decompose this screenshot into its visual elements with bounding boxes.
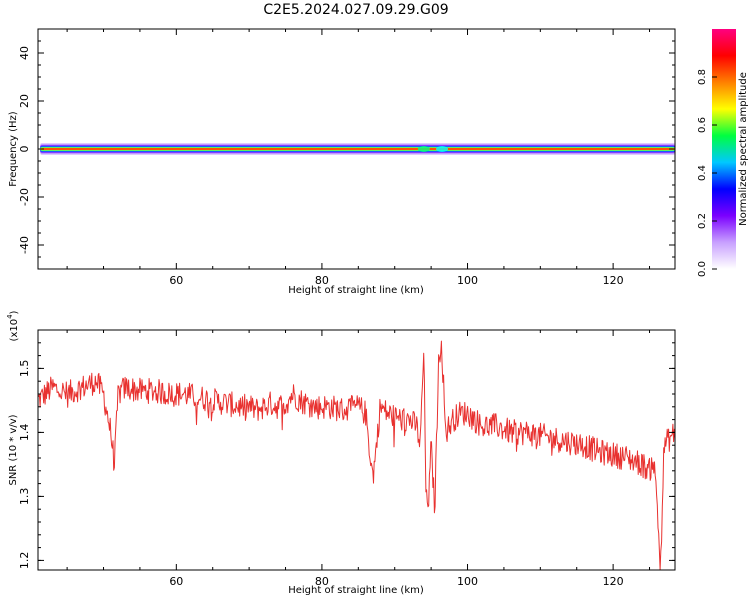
- snr-plot-area: [38, 330, 675, 570]
- band-disturbance: [417, 146, 430, 152]
- snr-panel: 60 80 100 120 1.2 1.3 1.4 1.5 Height of straig…: [6, 310, 676, 596]
- y-tick-label: 1.3: [18, 488, 31, 506]
- spectrogram-panel: 60 80 100 120 40 20 0 -20 -40 Height of straigh…: [8, 28, 676, 296]
- spectrogram-x-ticks: 60 80 100 120: [66, 29, 651, 287]
- x-tick-label: 100: [457, 274, 478, 287]
- spectral-band: [40, 143, 675, 155]
- y-tick-label: -20: [18, 188, 31, 206]
- colorbar-tick-label: 0.0: [697, 261, 708, 277]
- x-tick-label: 100: [457, 575, 478, 588]
- y-tick-label: 1.4: [18, 424, 31, 442]
- x-tick-label: 60: [169, 575, 183, 588]
- x-tick-label: 120: [603, 274, 624, 287]
- snr-y-multiplier: (x104): [6, 310, 20, 341]
- snr-series-line: [38, 340, 676, 571]
- x-tick-label: 120: [603, 575, 624, 588]
- x-tick-label: 60: [169, 274, 183, 287]
- chart-title: C2E5.2024.027.09.29.G09: [263, 2, 448, 18]
- y-tick-label: 0: [18, 146, 31, 153]
- colorbar-gradient: [712, 29, 736, 269]
- y-tick-label: 1.5: [18, 360, 31, 378]
- colorbar-tick-label: 0.6: [697, 117, 708, 133]
- spectrogram-y-label: Frequency (Hz): [8, 111, 19, 187]
- spectrogram-frame: [37, 28, 676, 270]
- colorbar: 0.0 0.2 0.4 0.6 0.8 Normalized spectral ampl…: [697, 29, 749, 277]
- snr-frame: [37, 329, 676, 571]
- y-tick-label: 20: [18, 94, 31, 108]
- colorbar-tick-label: 0.2: [697, 213, 708, 229]
- snr-multiplier-base: (x10: [9, 319, 20, 342]
- spectrogram-x-label: Height of straight line (km): [288, 285, 424, 296]
- band-disturbance: [436, 146, 449, 152]
- y-tick-label: 40: [18, 46, 31, 60]
- band-layer: [40, 148, 675, 150]
- y-tick-label: 1.2: [18, 552, 31, 570]
- y-tick-label: -40: [18, 236, 31, 254]
- snr-y-label: SNR (10 * v/v): [8, 414, 19, 485]
- snr-x-label: Height of straight line (km): [288, 585, 424, 596]
- colorbar-tick-label: 0.4: [697, 165, 708, 181]
- colorbar-label: Normalized spectral amplitude: [738, 72, 749, 226]
- spectrogram-y-ticks: 40 20 0 -20 -40: [18, 40, 675, 258]
- snr-multiplier-exp: 4: [6, 314, 14, 319]
- colorbar-tick-label: 0.8: [697, 69, 708, 85]
- x-tick-label: 80: [315, 274, 329, 287]
- colorbar-ticks: 0.0 0.2 0.4 0.6 0.8: [697, 69, 717, 277]
- x-tick-label: 80: [315, 575, 329, 588]
